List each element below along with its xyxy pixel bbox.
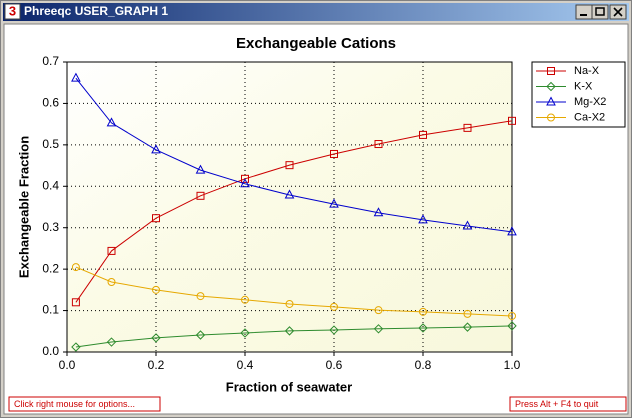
series-line <box>75 266 513 317</box>
x-tick-label: 1.0 <box>504 358 521 372</box>
marker <box>240 178 250 188</box>
marker <box>330 149 338 158</box>
y-tick-label: 0.0 <box>42 344 59 358</box>
y-tick-label: 0.5 <box>42 137 59 151</box>
series-line <box>75 77 513 233</box>
marker <box>507 226 517 236</box>
x-tick-label: 0.8 <box>415 358 432 372</box>
marker <box>419 130 427 139</box>
marker <box>508 116 516 125</box>
marker <box>374 306 383 315</box>
x-tick-label: 0.6 <box>326 358 343 372</box>
legend-label: K-X <box>574 80 593 92</box>
marker <box>240 328 250 338</box>
marker <box>462 322 473 332</box>
y-tick-label: 0.7 <box>42 54 59 68</box>
y-tick-label: 0.4 <box>42 178 59 192</box>
marker <box>285 161 294 170</box>
window-controls <box>575 4 627 20</box>
marker <box>329 198 339 208</box>
status-left-box <box>8 396 161 412</box>
title-bar <box>3 3 629 21</box>
marker <box>71 263 80 272</box>
y-tick-label: 0.6 <box>42 96 59 110</box>
marker <box>419 307 427 316</box>
marker <box>547 67 555 75</box>
legend-label: Mg-X2 <box>574 96 606 108</box>
plot-frame <box>66 61 513 353</box>
y-tick-label: 0.2 <box>42 261 59 275</box>
status-left: Click right mouse for options... <box>14 399 135 409</box>
status-right: Press Alt + F4 to quit <box>515 399 599 409</box>
marker <box>507 321 517 331</box>
marker <box>329 325 339 335</box>
marker <box>418 323 428 333</box>
marker <box>195 164 206 174</box>
marker <box>71 342 81 352</box>
y-axis-label: Exchangeable Fraction <box>16 136 31 278</box>
marker <box>284 326 295 336</box>
status-right-box <box>509 396 627 412</box>
marker <box>462 220 473 230</box>
x-tick-label: 0.2 <box>148 358 165 372</box>
marker <box>107 277 116 286</box>
app-icon-glyph: 3 <box>9 3 16 18</box>
marker <box>284 189 295 199</box>
marker <box>373 324 384 334</box>
marker <box>152 214 160 223</box>
chart: 0.0 0.1 0.2 0.3 0.4 0.5 0.6 0.7 0.0 0.2 0.4 0.6 0.8 1… <box>42 54 626 372</box>
marker <box>330 302 338 311</box>
x-axis-label: Fraction of seawater <box>226 379 352 394</box>
marker <box>196 292 205 301</box>
chart-title: Exchangeable Cations <box>236 35 396 52</box>
legend-label: Na-X <box>574 65 600 77</box>
marker <box>241 295 249 304</box>
window-title: Phreeqc USER_GRAPH 1 <box>24 4 168 18</box>
marker <box>418 214 428 224</box>
x-tick-label: 0.0 <box>59 358 76 372</box>
legend-label: Ca-X2 <box>574 111 605 123</box>
series-line <box>75 120 513 303</box>
marker <box>546 81 556 92</box>
marker <box>195 330 206 340</box>
app-icon <box>4 3 21 20</box>
marker <box>508 311 516 320</box>
series-line <box>75 325 513 348</box>
marker <box>151 333 161 343</box>
marker <box>547 113 555 122</box>
maximize-glyph <box>595 7 605 16</box>
plot-area <box>67 62 512 352</box>
maximize-button[interactable] <box>591 4 609 20</box>
marker <box>71 298 80 307</box>
marker <box>374 140 383 149</box>
minimize-button[interactable] <box>575 4 593 20</box>
marker <box>546 96 556 106</box>
marker <box>463 309 472 318</box>
marker <box>152 285 160 294</box>
marker <box>463 123 472 132</box>
marker <box>373 207 384 217</box>
y-tick-label: 0.1 <box>42 303 59 317</box>
marker <box>71 72 81 82</box>
marker <box>241 174 249 183</box>
x-tick-label: 0.4 <box>237 358 254 372</box>
marker <box>285 299 294 308</box>
marker <box>107 246 116 255</box>
marker <box>106 337 117 347</box>
close-glyph <box>613 7 623 17</box>
marker <box>196 191 205 200</box>
marker <box>106 117 117 127</box>
y-tick-label: 0.3 <box>42 220 59 234</box>
marker <box>151 144 161 154</box>
